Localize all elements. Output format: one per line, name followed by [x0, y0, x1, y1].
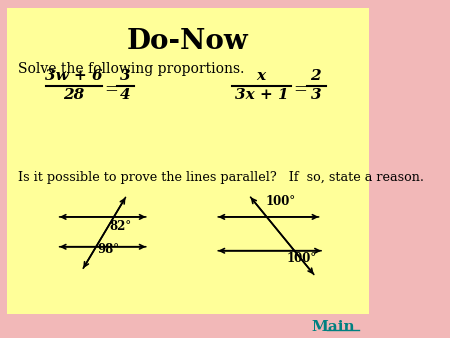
Text: 98°: 98° — [98, 243, 120, 256]
Text: 4: 4 — [120, 88, 130, 101]
Text: 3: 3 — [311, 88, 322, 101]
Text: x: x — [256, 69, 265, 82]
Text: =: = — [104, 81, 118, 98]
Text: 2: 2 — [310, 69, 321, 82]
Text: 100°: 100° — [266, 195, 296, 208]
Text: Is it possible to prove the lines parallel?   If  so, state a reason.: Is it possible to prove the lines parall… — [18, 171, 424, 184]
Text: 82°: 82° — [109, 220, 131, 233]
Text: Solve the following proportions.: Solve the following proportions. — [18, 62, 245, 76]
Text: 3w + 6: 3w + 6 — [45, 69, 102, 82]
FancyBboxPatch shape — [7, 8, 369, 314]
Text: 3: 3 — [120, 69, 130, 82]
Text: 28: 28 — [63, 88, 84, 101]
Text: 100°: 100° — [286, 252, 316, 265]
Text: Do-Now: Do-Now — [127, 28, 249, 55]
Text: 3x + 1: 3x + 1 — [234, 88, 288, 101]
Text: =: = — [293, 81, 307, 98]
Text: Main: Main — [311, 320, 355, 334]
